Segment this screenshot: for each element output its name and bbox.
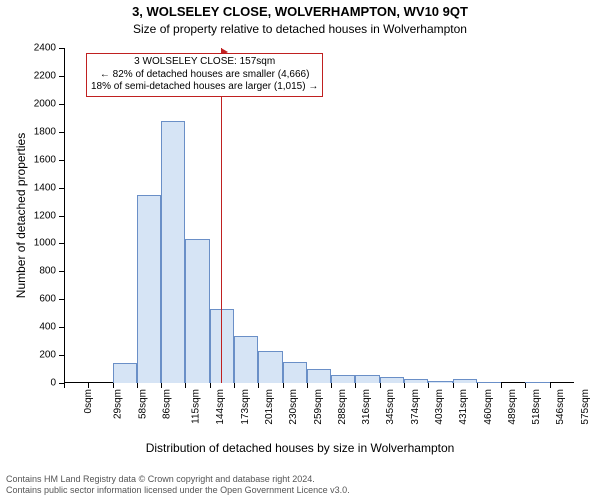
y-tick-mark bbox=[59, 299, 64, 300]
x-tick-mark bbox=[283, 383, 284, 388]
x-tick-mark bbox=[477, 383, 478, 388]
histogram-bar bbox=[477, 382, 501, 383]
histogram-bar bbox=[283, 362, 307, 383]
x-tick-label: 115sqm bbox=[190, 389, 201, 424]
x-axis-label: Distribution of detached houses by size … bbox=[0, 441, 600, 455]
histogram-bar bbox=[355, 375, 379, 383]
y-tick-label: 2200 bbox=[34, 70, 56, 81]
x-tick-label: 460sqm bbox=[483, 389, 494, 425]
x-tick-label: 86sqm bbox=[161, 389, 172, 419]
x-tick-mark bbox=[428, 383, 429, 388]
plot-area: 0200400600800100012001400160018002000220… bbox=[64, 48, 574, 383]
y-tick-mark bbox=[59, 160, 64, 161]
y-tick-label: 2000 bbox=[34, 98, 56, 109]
y-tick-label: 1800 bbox=[34, 126, 56, 137]
y-axis-line bbox=[64, 48, 65, 383]
x-tick-label: 546sqm bbox=[556, 389, 567, 425]
histogram-bar bbox=[428, 381, 452, 383]
x-tick-label: 230sqm bbox=[288, 389, 299, 425]
y-tick-mark bbox=[59, 271, 64, 272]
x-tick-mark bbox=[404, 383, 405, 388]
histogram-bar bbox=[161, 121, 185, 383]
annotation-box: 3 WOLSELEY CLOSE: 157sqm← 82% of detache… bbox=[86, 53, 323, 97]
chart-subtitle: Size of property relative to detached ho… bbox=[0, 22, 600, 36]
x-tick-label: 489sqm bbox=[507, 389, 518, 425]
footer-line-1: Contains HM Land Registry data © Crown c… bbox=[6, 474, 350, 485]
chart-container: 3, WOLSELEY CLOSE, WOLVERHAMPTON, WV10 9… bbox=[0, 0, 600, 500]
x-tick-mark bbox=[355, 383, 356, 388]
x-tick-label: 173sqm bbox=[240, 389, 251, 425]
x-tick-label: 431sqm bbox=[458, 389, 469, 425]
histogram-bar bbox=[234, 336, 258, 383]
x-tick-label: 316sqm bbox=[361, 389, 372, 425]
y-tick-mark bbox=[59, 327, 64, 328]
histogram-bar bbox=[380, 377, 404, 383]
histogram-bar bbox=[113, 363, 137, 383]
histogram-bar bbox=[331, 375, 355, 383]
y-tick-label: 800 bbox=[39, 266, 56, 277]
y-tick-label: 1400 bbox=[34, 182, 56, 193]
y-tick-mark bbox=[59, 243, 64, 244]
x-tick-mark bbox=[525, 383, 526, 388]
x-tick-mark bbox=[550, 383, 551, 388]
y-tick-label: 1200 bbox=[34, 210, 56, 221]
y-tick-label: 400 bbox=[39, 322, 56, 333]
y-tick-mark bbox=[59, 216, 64, 217]
x-tick-mark bbox=[88, 383, 89, 388]
annotation-line-2: ← 82% of detached houses are smaller (4,… bbox=[91, 69, 318, 82]
reference-line bbox=[221, 48, 222, 383]
x-tick-mark bbox=[380, 383, 381, 388]
x-tick-mark bbox=[137, 383, 138, 388]
chart-title: 3, WOLSELEY CLOSE, WOLVERHAMPTON, WV10 9… bbox=[0, 4, 600, 19]
y-tick-mark bbox=[59, 132, 64, 133]
x-tick-mark bbox=[258, 383, 259, 388]
y-axis-label: Number of detached properties bbox=[14, 48, 28, 383]
annotation-line-1: 3 WOLSELEY CLOSE: 157sqm bbox=[91, 56, 318, 69]
x-tick-mark bbox=[161, 383, 162, 388]
x-tick-label: 201sqm bbox=[264, 389, 275, 425]
x-tick-label: 58sqm bbox=[137, 389, 148, 419]
footer-line-2: Contains public sector information licen… bbox=[6, 485, 350, 496]
plot-inner: 0200400600800100012001400160018002000220… bbox=[64, 48, 574, 383]
histogram-bar bbox=[453, 379, 477, 383]
y-tick-label: 1600 bbox=[34, 154, 56, 165]
histogram-bar bbox=[307, 369, 331, 383]
x-tick-mark bbox=[307, 383, 308, 388]
x-tick-label: 575sqm bbox=[580, 389, 591, 425]
x-tick-label: 0sqm bbox=[83, 389, 94, 413]
histogram-bar bbox=[258, 351, 282, 383]
x-tick-mark bbox=[113, 383, 114, 388]
x-tick-label: 288sqm bbox=[337, 389, 348, 425]
x-tick-label: 518sqm bbox=[531, 389, 542, 425]
x-tick-label: 29sqm bbox=[113, 389, 124, 419]
x-tick-label: 374sqm bbox=[410, 389, 421, 425]
x-tick-label: 403sqm bbox=[434, 389, 445, 425]
x-tick-label: 345sqm bbox=[386, 389, 397, 425]
x-tick-mark bbox=[501, 383, 502, 388]
y-tick-mark bbox=[59, 188, 64, 189]
x-tick-mark bbox=[453, 383, 454, 388]
y-tick-mark bbox=[59, 104, 64, 105]
annotation-line-3: 18% of semi-detached houses are larger (… bbox=[91, 81, 318, 94]
y-tick-mark bbox=[59, 48, 64, 49]
y-tick-label: 0 bbox=[50, 378, 56, 389]
y-tick-label: 200 bbox=[39, 350, 56, 361]
y-tick-label: 1000 bbox=[34, 238, 56, 249]
histogram-bar bbox=[185, 239, 209, 383]
x-tick-mark bbox=[210, 383, 211, 388]
x-tick-mark bbox=[64, 383, 65, 388]
x-tick-label: 259sqm bbox=[313, 389, 324, 425]
y-tick-label: 2400 bbox=[34, 43, 56, 54]
histogram-bar bbox=[137, 195, 161, 383]
x-tick-label: 144sqm bbox=[216, 389, 227, 425]
x-tick-mark bbox=[185, 383, 186, 388]
histogram-bar bbox=[404, 379, 428, 383]
footer-attribution: Contains HM Land Registry data © Crown c… bbox=[6, 474, 350, 496]
x-tick-mark bbox=[234, 383, 235, 388]
y-tick-label: 600 bbox=[39, 294, 56, 305]
y-tick-mark bbox=[59, 355, 64, 356]
histogram-bar bbox=[525, 382, 549, 383]
y-tick-mark bbox=[59, 76, 64, 77]
x-tick-mark bbox=[331, 383, 332, 388]
